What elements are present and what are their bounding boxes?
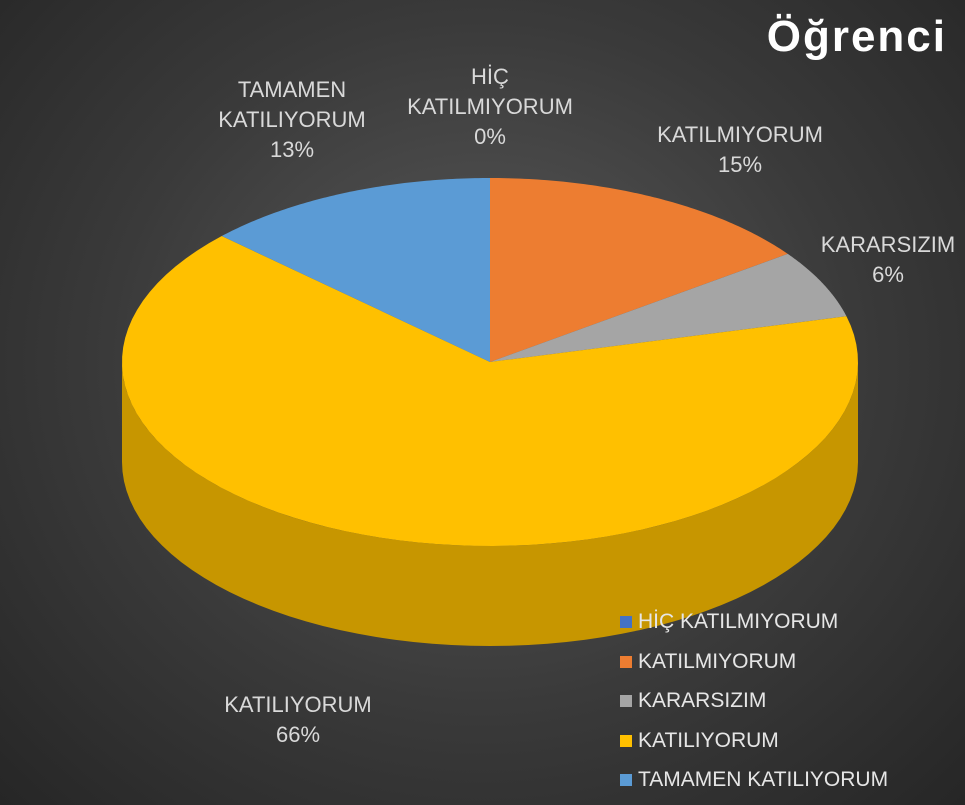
data-label: KARARSIZIM 6% xyxy=(808,230,965,290)
legend-item: TAMAMEN KATILIYORUM xyxy=(620,768,888,792)
legend-swatch xyxy=(620,616,632,628)
legend-swatch xyxy=(620,774,632,786)
pie-slice-side xyxy=(122,362,858,646)
legend-item: KARARSIZIM xyxy=(620,689,766,713)
data-label: TAMAMEN KATILIYORUM 13% xyxy=(192,75,392,165)
legend-label: HİÇ KATILMIYORUM xyxy=(638,610,839,633)
legend-label: TAMAMEN KATILIYORUM xyxy=(638,768,889,791)
data-label-value: 66% xyxy=(275,722,321,747)
legend-item: KATILMIYORUM xyxy=(620,650,796,674)
pie-slice xyxy=(490,178,788,362)
data-label: KATILMIYORUM 15% xyxy=(640,120,840,180)
legend-item: KATILIYORUM xyxy=(620,729,779,753)
pie-slice xyxy=(122,236,858,546)
data-label-name: HİÇ KATILMIYORUM xyxy=(407,64,573,119)
legend-item: HİÇ KATILMIYORUM xyxy=(620,610,838,634)
legend-swatch xyxy=(620,655,632,668)
data-label: KATILIYORUM 66% xyxy=(198,690,398,750)
pie-slice xyxy=(490,253,847,362)
data-label: HİÇ KATILMIYORUM 0% xyxy=(395,62,585,152)
chart-title: Öğrenci xyxy=(766,12,947,61)
pie-slice xyxy=(221,178,490,362)
data-label-name: KATILIYORUM xyxy=(224,692,372,717)
data-label-name: KATILMIYORUM xyxy=(657,122,823,147)
legend-label: KATILIYORUM xyxy=(638,728,779,752)
legend-swatch xyxy=(620,734,632,747)
data-label-name: KARARSIZIM xyxy=(820,232,956,257)
data-label-value: 6% xyxy=(872,262,904,287)
data-label-value: 15% xyxy=(717,152,763,177)
data-label-value: 13% xyxy=(269,137,315,162)
legend-label: KATILMIYORUM xyxy=(638,649,797,673)
legend-label: KARARSIZIM xyxy=(638,689,767,712)
data-label-name: TAMAMEN KATILIYORUM xyxy=(218,77,366,132)
data-label-value: 0% xyxy=(474,124,506,149)
legend-swatch xyxy=(620,695,632,707)
